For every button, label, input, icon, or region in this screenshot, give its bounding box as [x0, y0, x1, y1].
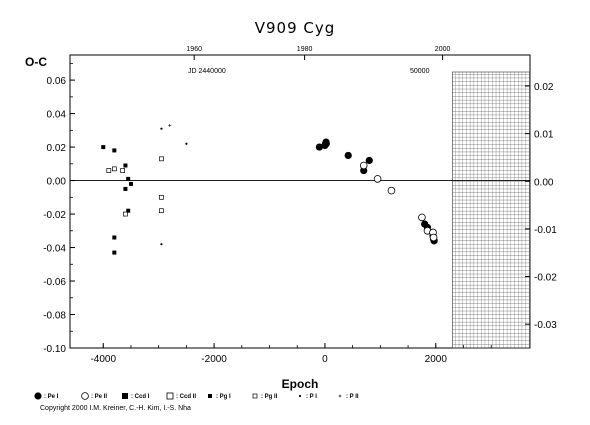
data-point	[159, 208, 164, 214]
legend-symbol	[298, 394, 302, 398]
data-point	[373, 175, 382, 183]
legend-symbol	[34, 392, 42, 400]
data-point	[160, 243, 163, 246]
legend-label: : Ccd I	[131, 394, 150, 400]
data-point	[322, 140, 330, 148]
legend-label: : P I	[306, 394, 317, 400]
future-region-hatch	[452, 71, 531, 349]
data-point	[101, 145, 106, 150]
data-point	[160, 127, 163, 130]
data-point	[123, 163, 128, 168]
data-point	[126, 208, 131, 213]
legend-label: : Ccd II	[176, 394, 196, 400]
legend-symbol	[252, 393, 258, 399]
data-point	[159, 156, 164, 162]
data-point	[128, 181, 133, 186]
y-tick-label: -0.06	[43, 277, 66, 288]
legend-symbol	[166, 392, 174, 400]
top-tick-label: 1960	[186, 46, 202, 53]
y-tick-label: 0.00	[47, 177, 67, 188]
top-tick-label: 2000	[435, 46, 451, 53]
data-point	[344, 151, 352, 160]
right-tick-label: 0.02	[534, 82, 554, 93]
legend-symbol	[208, 394, 212, 398]
legend-label: : Pg II	[261, 394, 278, 400]
legend-label: : Pg I	[216, 394, 231, 400]
data-point	[120, 168, 126, 173]
y-tick-label: -0.04	[43, 244, 66, 255]
data-point	[112, 235, 117, 240]
x-tick-label: -2000	[201, 354, 227, 365]
x-axis-label: Epoch	[282, 377, 319, 391]
right-tick-label: -0.03	[534, 320, 557, 331]
data-point	[126, 176, 131, 181]
legend-label: : Pe II	[91, 394, 107, 400]
y-tick-label: 0.06	[47, 76, 67, 87]
y-tick-label: -0.08	[43, 311, 66, 322]
data-point	[359, 161, 368, 170]
data-point	[123, 186, 128, 191]
copyright-text: Copyright 2000 I.M. Kreiner, C.-H. Kim, …	[40, 405, 191, 412]
data-point	[159, 194, 164, 200]
data-point	[365, 156, 373, 165]
data-point	[112, 250, 117, 255]
legend-label: : P II	[346, 394, 359, 400]
top-tick-label: 1980	[297, 46, 313, 53]
y-tick-label: 0.04	[47, 110, 67, 121]
legend-symbol	[81, 392, 89, 400]
chart-title: V909 Cyg	[255, 19, 336, 37]
legend: : Pe I : Pe II : Ccd I : Ccd II : Pg I : Pg I…	[34, 392, 359, 400]
x-tick-label: 0	[322, 354, 328, 365]
data-point	[123, 211, 128, 217]
data-point	[112, 148, 117, 153]
data-point	[418, 213, 426, 222]
right-tick-label: 0.00	[534, 177, 554, 188]
y-axis-label: O-C	[25, 55, 47, 69]
right-tick-label: 0.01	[534, 130, 554, 141]
legend-symbol	[122, 393, 128, 399]
data-point	[106, 168, 112, 173]
jd-label-50000: 50000	[410, 68, 430, 75]
data-point	[387, 186, 396, 195]
legend-label: : Pe I	[44, 394, 59, 400]
data-point	[429, 233, 438, 242]
y-tick-label: -0.10	[43, 344, 66, 355]
y-tick-label: -0.02	[43, 210, 66, 221]
data-point	[315, 143, 323, 151]
data-point	[185, 142, 188, 145]
jd-label: JD 2440000	[188, 68, 226, 75]
x-tick-label: -4000	[90, 354, 116, 365]
right-tick-label: -0.02	[534, 273, 557, 284]
right-tick-label: -0.01	[534, 225, 557, 236]
x-tick-label: 2000	[425, 354, 448, 365]
data-point	[111, 166, 117, 172]
y-tick-label: 0.02	[47, 143, 67, 154]
